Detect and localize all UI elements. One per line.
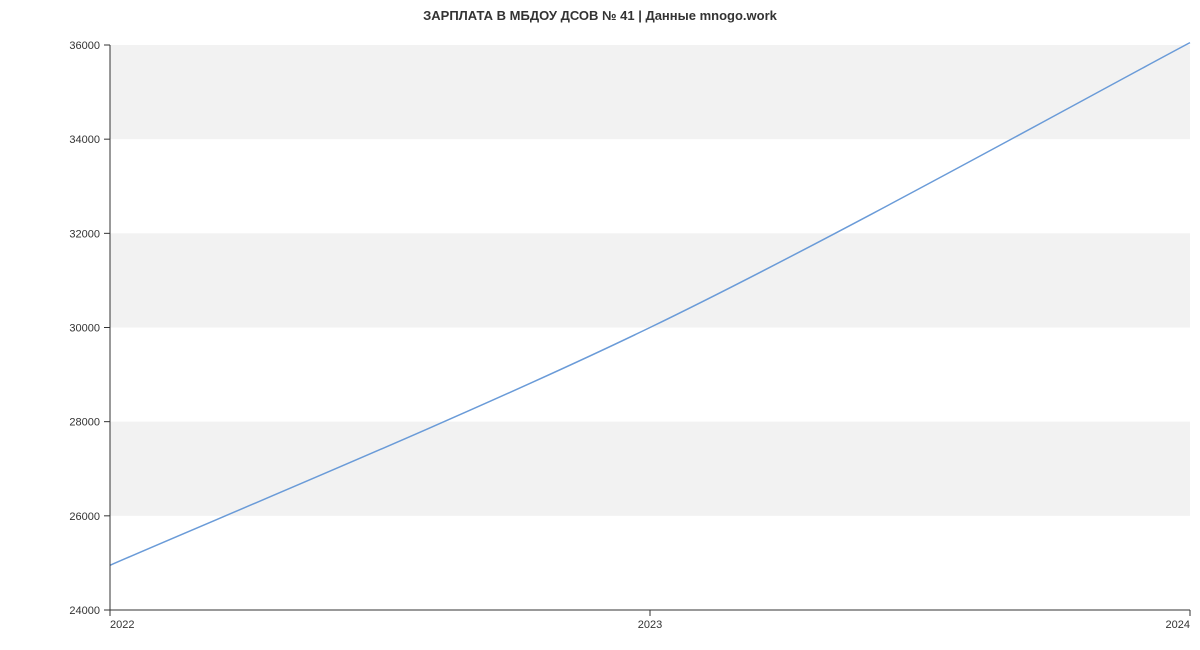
chart-title: ЗАРПЛАТА В МБДОУ ДСОВ № 41 | Данные mnog… <box>0 8 1200 23</box>
x-tick-label: 2022 <box>110 619 134 631</box>
y-tick-label: 36000 <box>69 40 100 52</box>
x-tick-label: 2024 <box>1166 619 1190 631</box>
y-tick-label: 26000 <box>69 511 100 523</box>
y-tick-label: 34000 <box>69 134 100 146</box>
y-tick-label: 30000 <box>69 323 100 335</box>
y-tick-label: 32000 <box>69 228 100 240</box>
line-chart: 24000 26000 28000 30000 32000 34000 36000 2022… <box>0 0 1200 650</box>
y-tick-label: 28000 <box>69 417 100 429</box>
y-tick-label: 24000 <box>69 605 100 617</box>
x-tick-label: 2023 <box>638 619 662 631</box>
